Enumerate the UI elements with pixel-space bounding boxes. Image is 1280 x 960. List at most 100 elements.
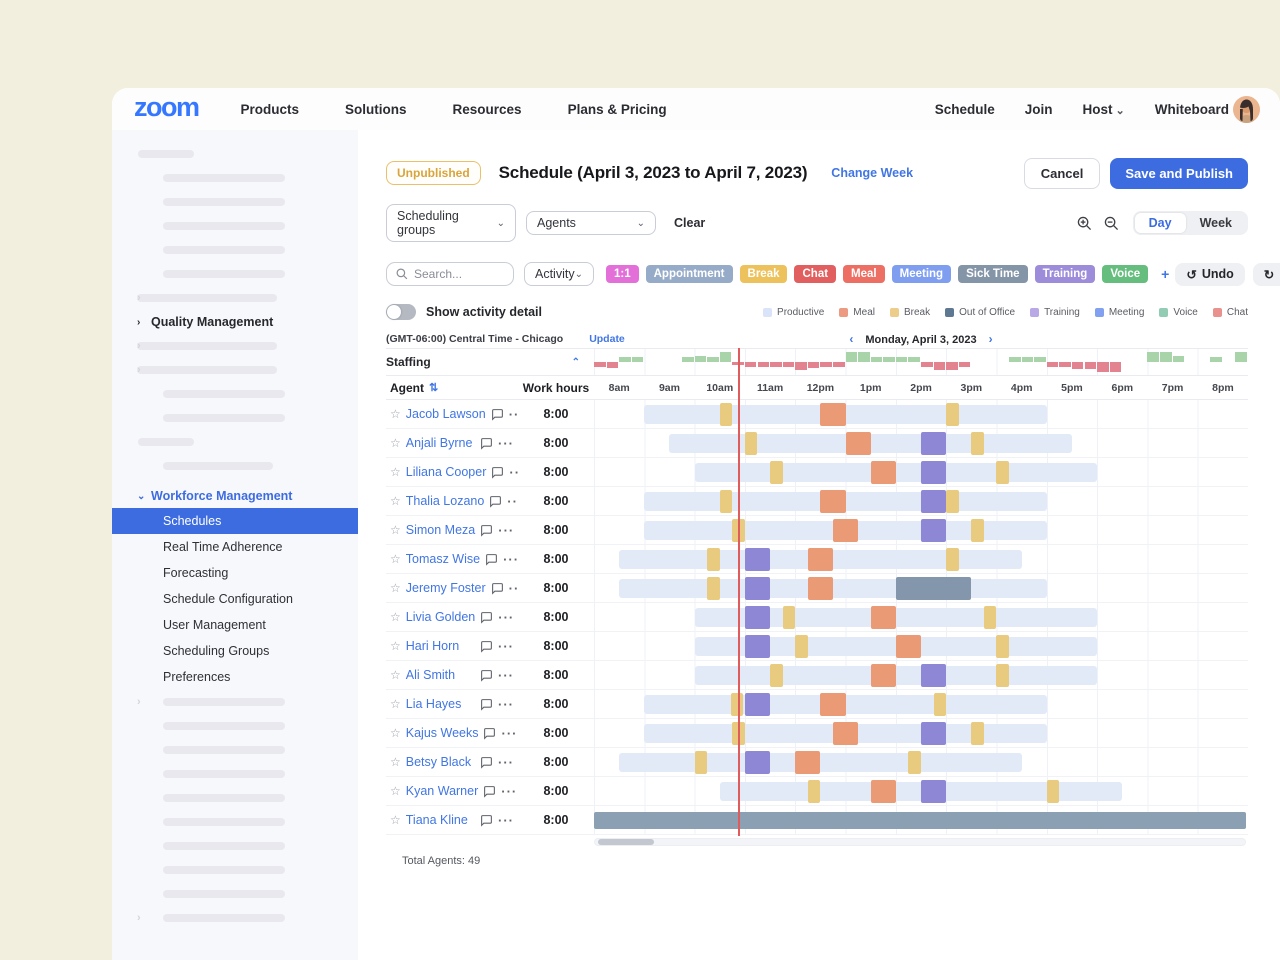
chat-bubble-icon[interactable] [489,495,502,508]
meeting-block[interactable] [744,577,771,600]
sort-icon[interactable]: ⇅ [429,382,439,394]
chip-training[interactable]: Training [1034,265,1096,283]
zoom-in-icon[interactable] [1077,216,1092,231]
meal-block[interactable] [832,519,859,542]
chat-bubble-icon[interactable] [480,611,493,624]
meeting-block[interactable] [744,693,771,716]
break-block[interactable] [770,461,783,484]
meeting-block[interactable] [921,461,947,484]
nav-item-resources[interactable]: Resources [452,101,522,117]
nav-item-host[interactable]: Host ⌄ [1082,101,1125,117]
chip-1-1[interactable]: 1:1 [605,265,639,283]
view-week-tab[interactable]: Week [1199,216,1232,230]
star-icon[interactable]: ☆ [390,755,401,769]
star-icon[interactable]: ☆ [390,436,401,450]
break-block[interactable] [946,403,959,426]
nav-item-products[interactable]: Products [240,101,300,117]
meal-block[interactable] [820,403,846,426]
more-options-icon[interactable]: ··· [501,725,518,741]
nav-item-whiteboard[interactable]: Whiteboard [1154,101,1229,117]
more-options-icon[interactable]: ··· [498,638,514,654]
meeting-block[interactable] [921,780,947,803]
chat-bubble-icon[interactable] [480,698,493,711]
shift-bar[interactable] [719,782,1123,801]
meal-block[interactable] [895,635,921,658]
nav-item-plans-pricing[interactable]: Plans & Pricing [567,101,667,117]
chat-bubble-icon[interactable] [480,524,493,537]
star-icon[interactable]: ☆ [390,610,401,624]
meal-block[interactable] [870,461,896,484]
agent-name-link[interactable]: Liliana Cooper [405,465,487,479]
shift-bar[interactable] [694,608,1098,627]
meal-block[interactable] [795,751,821,774]
agent-name-link[interactable]: Anjali Byrne [405,436,473,450]
nav-item-schedule[interactable]: Schedule [934,101,995,117]
more-options-icon[interactable]: ··· [498,435,514,451]
agent-name-link[interactable]: Jacob Lawson [405,407,486,421]
sidebar-section-quality-management[interactable]: › Quality Management [112,310,358,334]
shift-bar[interactable] [619,579,1047,598]
star-icon[interactable]: ☆ [390,523,401,537]
star-icon[interactable]: ☆ [390,581,401,595]
meeting-block[interactable] [744,548,771,571]
more-options-icon[interactable]: ··· [498,754,514,770]
more-options-icon[interactable]: ··· [498,812,514,828]
sidebar-item-scheduling-groups[interactable]: Scheduling Groups [163,644,270,658]
timezone-update-link[interactable]: Update [589,333,625,345]
break-block[interactable] [933,693,947,716]
agent-name-link[interactable]: Kajus Weeks [405,726,479,740]
meeting-block[interactable] [921,664,947,687]
sidebar-item-real-time-adherence[interactable]: Real Time Adherence [163,540,283,554]
add-activity-button[interactable]: + [1161,266,1170,282]
more-options-icon[interactable]: ··· [508,580,518,596]
chat-bubble-icon[interactable] [480,814,493,827]
break-block[interactable] [996,461,1010,484]
meal-block[interactable] [870,664,896,687]
meal-block[interactable] [820,490,846,513]
break-block[interactable] [782,606,796,629]
horizontal-scrollbar-thumb[interactable] [598,839,654,845]
meeting-block[interactable] [921,722,947,745]
view-day-tab[interactable]: Day [1134,213,1186,233]
change-week-link[interactable]: Change Week [831,166,914,180]
save-and-publish-button[interactable]: Save and Publish [1110,157,1248,189]
zoom-out-icon[interactable] [1104,216,1119,231]
agent-name-link[interactable]: Hari Horn [405,639,460,653]
meeting-block[interactable] [744,751,771,774]
break-block[interactable] [996,664,1010,687]
sidebar-item-schedule-configuration[interactable]: Schedule Configuration [163,592,293,606]
zoom-logo[interactable]: zoom [134,91,200,122]
break-block[interactable] [744,432,758,455]
chat-bubble-icon[interactable] [491,466,504,479]
chip-chat[interactable]: Chat [794,265,837,283]
agent-name-link[interactable]: Tiana Kline [405,813,468,827]
meal-block[interactable] [845,432,871,455]
star-icon[interactable]: ☆ [390,407,401,421]
more-options-icon[interactable]: ··· [498,522,515,538]
sidebar-item-schedules[interactable]: Schedules [112,508,358,534]
agent-name-link[interactable]: Jeremy Foster [405,581,486,595]
meal-block[interactable] [870,606,896,629]
chat-bubble-icon[interactable] [480,669,493,682]
scheduling-groups-select[interactable]: Scheduling groups ⌄ [386,204,516,242]
chat-bubble-icon[interactable] [480,756,493,769]
agent-name-link[interactable]: Betsy Black [405,755,472,769]
more-options-icon[interactable]: ··· [509,464,518,480]
more-options-icon[interactable]: ··· [503,551,518,567]
more-options-icon[interactable]: ··· [501,783,518,799]
shift-bar[interactable] [694,666,1098,685]
chip-voice[interactable]: Voice [1102,265,1149,283]
star-icon[interactable]: ☆ [390,639,401,653]
star-icon[interactable]: ☆ [390,697,401,711]
chip-meal[interactable]: Meal [843,265,885,283]
out-of-office-bar[interactable] [594,812,1246,829]
meal-block[interactable] [870,780,896,803]
sick-time-block[interactable] [895,577,972,600]
meal-block[interactable] [832,722,859,745]
more-options-icon[interactable]: ··· [498,609,515,625]
break-block[interactable] [719,490,733,513]
nav-item-join[interactable]: Join [1024,101,1053,117]
break-block[interactable] [719,403,733,426]
meal-block[interactable] [807,577,833,600]
chip-break[interactable]: Break [739,265,788,283]
